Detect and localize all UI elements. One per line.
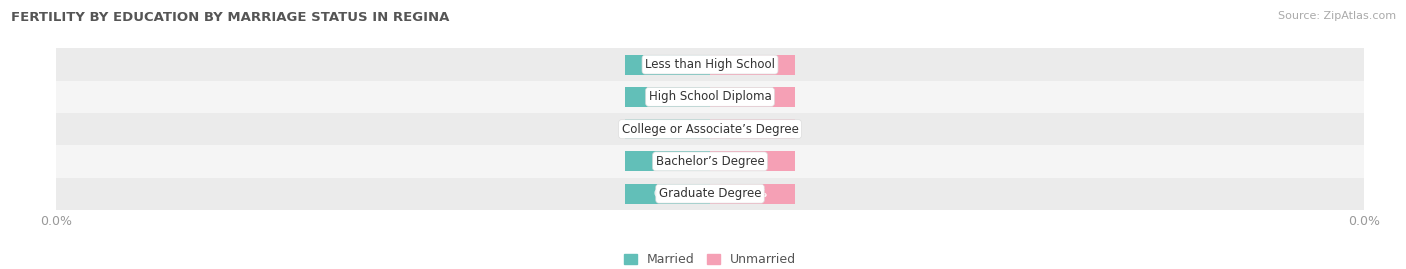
Text: 0.0%: 0.0% [738,59,768,70]
Text: 0.0%: 0.0% [738,189,768,199]
Bar [56,81,1364,113]
Bar [626,119,710,139]
Text: Less than High School: Less than High School [645,58,775,71]
Bar [710,119,794,139]
Bar [626,151,710,171]
Text: 0.0%: 0.0% [738,156,768,167]
Bar [56,48,1364,81]
Bar [626,184,710,204]
Text: 0.0%: 0.0% [738,124,768,134]
Bar [56,178,1364,210]
Text: High School Diploma: High School Diploma [648,90,772,103]
Text: FERTILITY BY EDUCATION BY MARRIAGE STATUS IN REGINA: FERTILITY BY EDUCATION BY MARRIAGE STATU… [11,11,450,24]
Bar [710,151,794,171]
Bar [56,113,1364,145]
Text: 0.0%: 0.0% [652,189,682,199]
Bar [710,55,794,75]
Text: 0.0%: 0.0% [652,156,682,167]
Text: College or Associate’s Degree: College or Associate’s Degree [621,123,799,136]
Bar [710,184,794,204]
Text: 0.0%: 0.0% [652,59,682,70]
Text: 0.0%: 0.0% [652,124,682,134]
Text: 0.0%: 0.0% [652,92,682,102]
Bar [626,87,710,107]
Bar [710,87,794,107]
Bar [56,145,1364,178]
Text: 0.0%: 0.0% [738,92,768,102]
Text: Graduate Degree: Graduate Degree [659,187,761,200]
Text: Bachelor’s Degree: Bachelor’s Degree [655,155,765,168]
Text: Source: ZipAtlas.com: Source: ZipAtlas.com [1278,11,1396,21]
Legend: Married, Unmarried: Married, Unmarried [619,248,801,269]
Bar [626,55,710,75]
